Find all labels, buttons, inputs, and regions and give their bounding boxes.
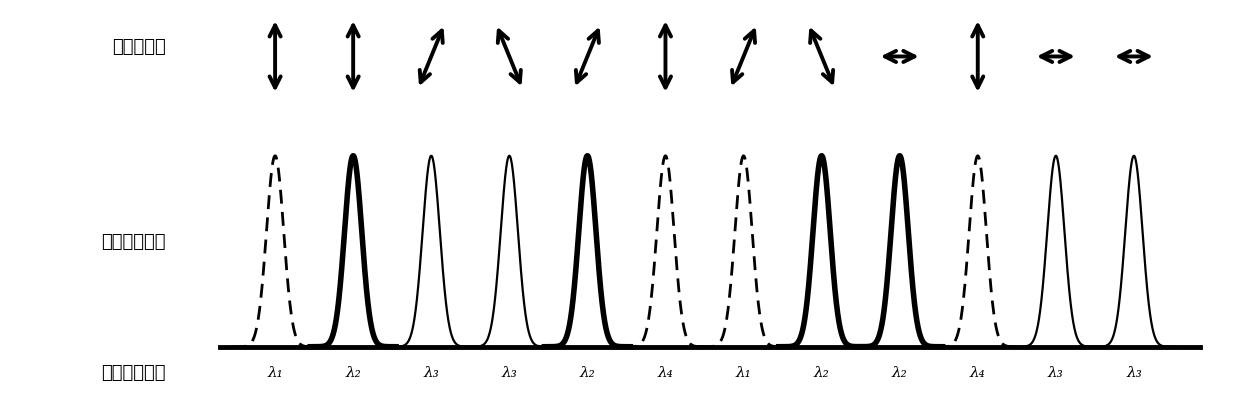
Text: λ₂: λ₂: [813, 366, 830, 380]
Text: 随机波长序列: 随机波长序列: [102, 364, 166, 382]
Text: λ₂: λ₂: [345, 366, 361, 380]
Text: λ₃: λ₃: [501, 366, 517, 380]
Text: λ₂: λ₂: [579, 366, 595, 380]
Text: λ₄: λ₄: [657, 366, 673, 380]
Text: λ₄: λ₄: [970, 366, 986, 380]
Text: 随机量子态: 随机量子态: [112, 38, 166, 56]
Text: λ₃: λ₃: [1048, 366, 1064, 380]
Text: λ₁: λ₁: [268, 366, 283, 380]
Text: 随机时间序列: 随机时间序列: [102, 233, 166, 251]
Text: λ₂: λ₂: [892, 366, 908, 380]
Text: λ₁: λ₁: [735, 366, 751, 380]
Text: λ₃: λ₃: [423, 366, 439, 380]
Text: λ₃: λ₃: [1126, 366, 1142, 380]
